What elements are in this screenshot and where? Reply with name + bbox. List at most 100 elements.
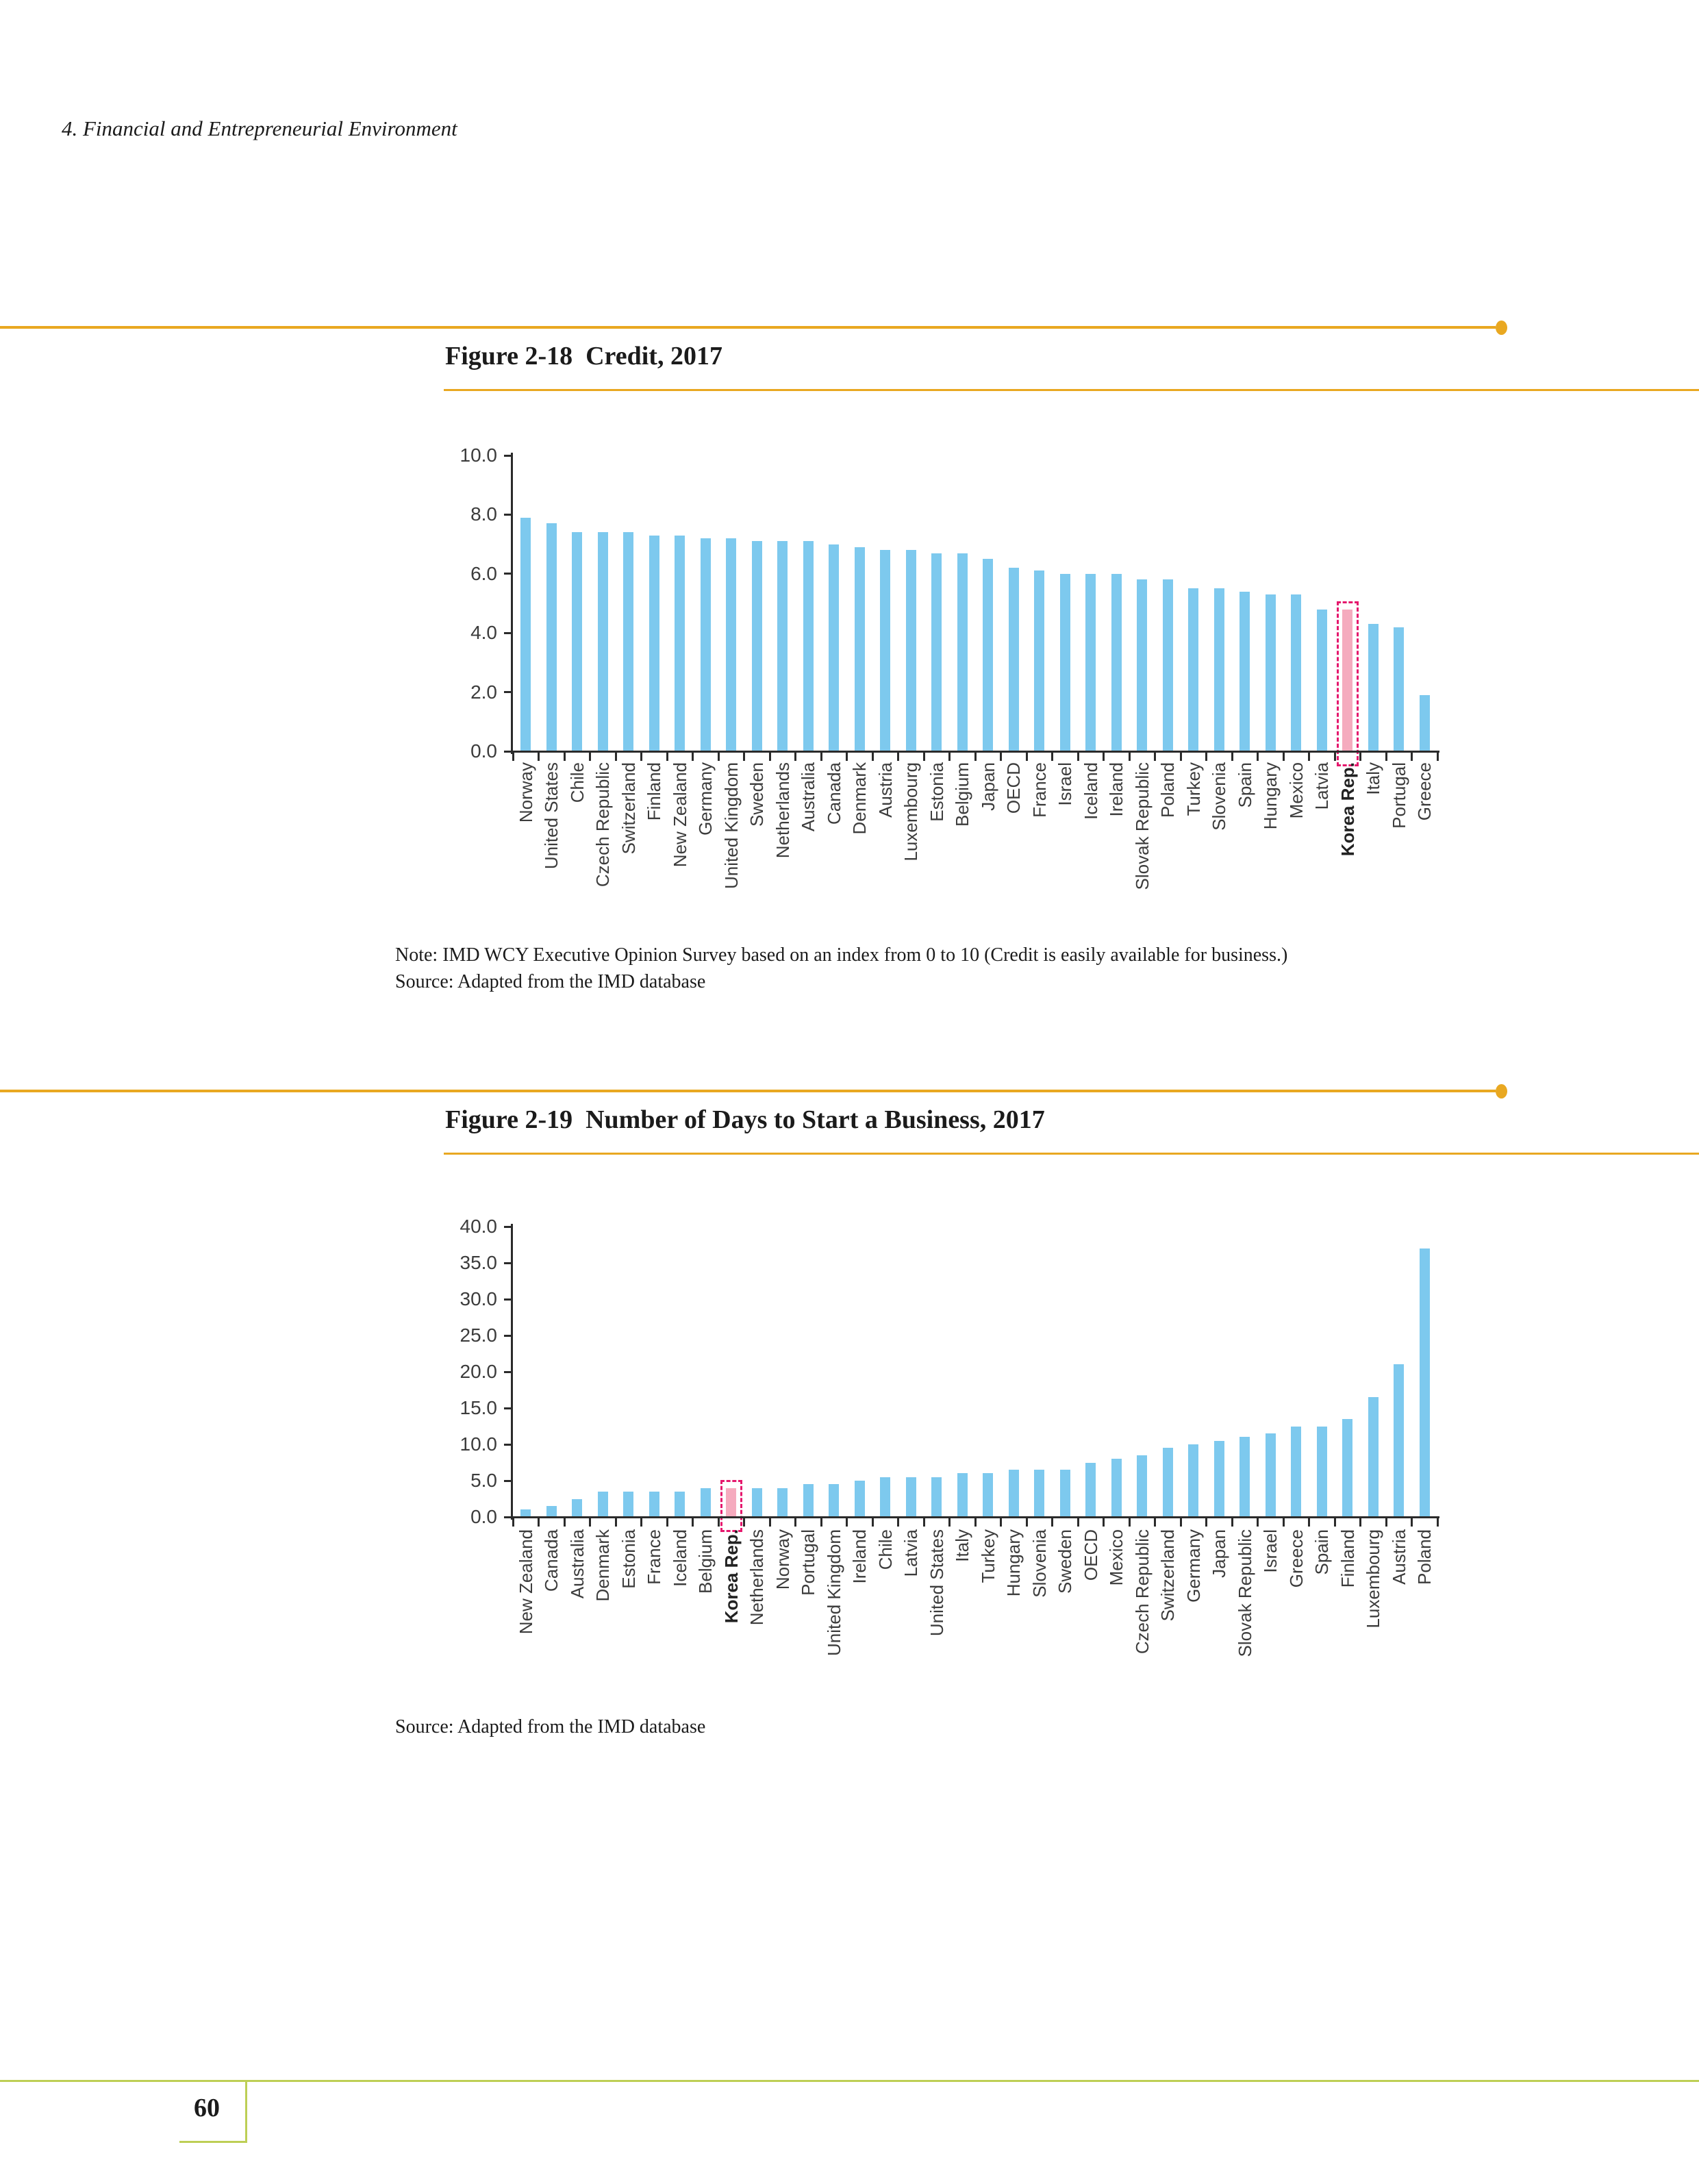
bar (623, 1491, 634, 1517)
x-axis-tick (1411, 1517, 1413, 1527)
x-axis-category-label: Greece (1414, 762, 1435, 821)
x-axis-category-label: France (1029, 762, 1050, 818)
bar (829, 544, 840, 751)
figure2-top-rule (0, 1090, 1496, 1092)
x-axis-tick (1051, 1517, 1053, 1527)
bar (1008, 568, 1019, 751)
bar (1188, 1444, 1199, 1517)
x-axis-category-label: Canada (823, 762, 844, 825)
x-axis-tick (1359, 751, 1361, 761)
bar (751, 541, 762, 751)
x-axis-category-label: Poland (1414, 1529, 1435, 1585)
x-axis-category-label: Finland (1337, 1529, 1358, 1588)
x-axis-category-label: Hungary (1003, 1529, 1024, 1597)
x-axis-category-label: Luxembourg (1363, 1529, 1384, 1629)
bar (803, 1484, 814, 1517)
bar (1368, 624, 1379, 751)
x-axis-category-label: Estonia (926, 762, 947, 822)
x-axis-category-label: Norway (772, 1529, 793, 1590)
x-axis-category-label: Australia (798, 762, 819, 832)
bar (931, 553, 942, 751)
bar (1291, 1426, 1302, 1517)
bar (1008, 1470, 1019, 1517)
x-axis-tick (974, 751, 977, 761)
x-axis-tick (563, 1517, 566, 1527)
highlight-outline-box (720, 1479, 742, 1532)
x-axis-category-label: Greece (1285, 1529, 1307, 1588)
x-axis-tick (1333, 751, 1336, 761)
x-axis-tick (614, 751, 617, 761)
x-axis-category-label: Italy (1363, 762, 1384, 795)
bar (1188, 588, 1199, 751)
y-axis-tick (504, 1516, 513, 1518)
x-axis-tick (1128, 751, 1131, 761)
bar (1034, 570, 1045, 751)
x-axis-category-label: Poland (1157, 762, 1179, 818)
y-axis-tick-label: 4.0 (470, 622, 497, 644)
bar (777, 541, 788, 751)
x-axis-category-label: Switzerland (618, 762, 639, 855)
highlight-outline-box (1336, 601, 1359, 766)
x-axis-tick (871, 751, 874, 761)
x-axis-category-label: Finland (644, 762, 665, 821)
bar (649, 535, 659, 751)
x-axis-category-label: Iceland (1080, 762, 1101, 820)
bar (726, 538, 737, 751)
x-axis-tick (1128, 1517, 1131, 1527)
y-axis-tick (504, 1298, 513, 1301)
bar (1162, 579, 1173, 751)
x-axis-tick (1282, 751, 1285, 761)
x-axis-category-label: Israel (1055, 762, 1076, 806)
bar-highlight-Korea Rep. (1342, 609, 1353, 751)
x-axis-category-label: United Kingdom (720, 762, 742, 889)
x-axis-tick (1308, 1517, 1310, 1527)
bar (1137, 1455, 1148, 1517)
x-axis-tick (846, 751, 848, 761)
x-axis-category-label: Norway (515, 762, 536, 823)
x-axis-category-label: OECD (1003, 762, 1024, 814)
x-axis-category-label: Portugal (798, 1529, 819, 1596)
bar (520, 517, 531, 751)
x-axis-category-label: Mexico (1285, 762, 1307, 819)
y-axis-tick (504, 1262, 513, 1264)
x-axis-tick (897, 1517, 899, 1527)
x-axis-tick (1257, 751, 1259, 761)
bar (983, 559, 994, 751)
y-axis-tick-label: 0.0 (470, 1506, 497, 1527)
x-axis-category-label: Turkey (977, 1529, 998, 1583)
x-axis-tick (666, 751, 668, 761)
x-axis-category-label: Japan (977, 762, 998, 811)
x-axis-category-label: Ireland (849, 1529, 870, 1584)
bar (700, 538, 711, 751)
bar (1034, 1470, 1045, 1517)
x-axis-category-label: Chile (566, 762, 588, 803)
x-axis-category-label: France (644, 1529, 665, 1585)
y-axis-tick-label: 20.0 (460, 1361, 498, 1382)
x-axis-category-label: Belgium (695, 1529, 716, 1594)
x-axis-category-label: Spain (1311, 1529, 1333, 1575)
bar (1394, 627, 1405, 751)
x-axis-tick (640, 751, 642, 761)
x-axis-tick (538, 1517, 540, 1527)
y-axis-tick (504, 1479, 513, 1482)
x-axis-tick (974, 1517, 977, 1527)
page-number: 60 (194, 2094, 220, 2122)
x-axis-tick (1025, 751, 1028, 761)
y-axis-tick (504, 750, 513, 753)
x-axis-category-label: New Zealand (669, 762, 690, 868)
y-axis-tick (504, 573, 513, 575)
bar (880, 1477, 891, 1517)
y-axis-tick-label: 15.0 (460, 1397, 498, 1418)
x-axis-category-label: Iceland (669, 1529, 690, 1587)
x-axis-category-label: Ireland (1106, 762, 1127, 817)
x-axis-tick (692, 751, 694, 761)
x-axis-category-label: Belgium (952, 762, 973, 827)
figure1-rule-end-dot (1496, 321, 1507, 335)
y-axis-tick-label: 6.0 (470, 562, 497, 584)
figure2-title: Figure 2-19 Number of Days to Start a Bu… (445, 1105, 1045, 1134)
x-axis-tick (1308, 751, 1310, 761)
bar (1419, 694, 1430, 751)
bar (1265, 594, 1276, 751)
y-axis-tick-label: 30.0 (460, 1288, 498, 1309)
y-axis-tick (504, 1407, 513, 1409)
